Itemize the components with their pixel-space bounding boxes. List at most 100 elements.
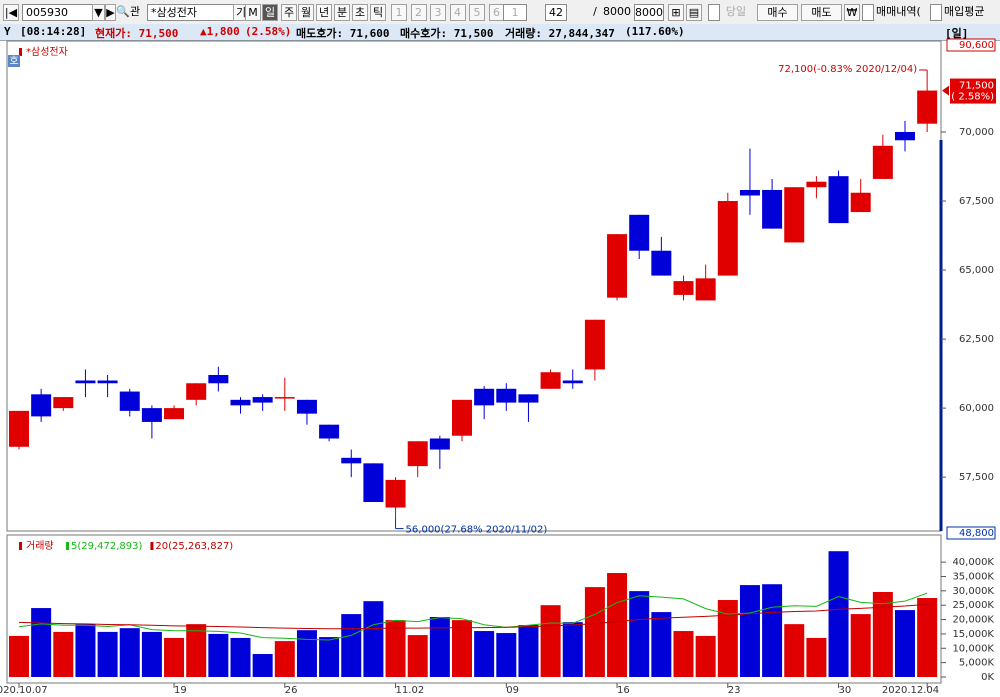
- candle-body: [673, 281, 694, 295]
- period-button[interactable]: 일: [262, 4, 278, 21]
- period-button[interactable]: 월: [298, 4, 314, 21]
- bid: 매수호가: 71,500: [400, 27, 494, 40]
- max-label: 8000: [603, 5, 631, 18]
- candle-body: [341, 457, 362, 464]
- candle-body: [584, 319, 605, 370]
- title-marker: [19, 48, 22, 56]
- candle-body: [518, 394, 539, 403]
- won-button[interactable]: ₩: [844, 4, 860, 21]
- number-button[interactable]: 1: [391, 4, 407, 21]
- volume-bar: [584, 587, 605, 677]
- period-button[interactable]: 틱: [370, 4, 386, 21]
- volume-bar: [651, 612, 672, 677]
- upper-box: [946, 38, 996, 52]
- volume-bar: [562, 622, 583, 677]
- checkbox[interactable]: [930, 4, 942, 21]
- search-icon[interactable]: 🔍: [116, 5, 130, 18]
- dropdown[interactable]: ▼: [92, 4, 105, 21]
- volume-bar: [607, 573, 628, 677]
- legend-marker: [66, 542, 69, 550]
- candle-body: [296, 399, 317, 414]
- y-tick-label: 25,000K: [952, 600, 994, 611]
- number-button[interactable]: 5: [469, 4, 485, 21]
- price: 현재가: 71,500: [95, 27, 179, 40]
- number-button[interactable]: 4: [449, 4, 466, 21]
- volume-bar: [296, 630, 317, 677]
- first-button[interactable]: |◀: [3, 4, 19, 21]
- search-label[interactable]: 관: [129, 5, 141, 18]
- volume-bar: [53, 631, 74, 677]
- volume-bar: [319, 637, 340, 677]
- y-tick-label: 5,000K: [959, 658, 995, 669]
- badge: 호: [9, 55, 18, 67]
- last-box: [950, 78, 996, 104]
- candle-body: [452, 399, 472, 436]
- candle-body: [496, 388, 517, 403]
- lower-box: [946, 526, 996, 540]
- candle-body: [474, 388, 495, 406]
- number-button[interactable]: 3: [430, 4, 446, 21]
- volume-title: 거래량: [26, 540, 54, 552]
- volume-bar: [97, 631, 118, 677]
- volume-bar: [717, 600, 738, 677]
- lower-label: 48,800: [959, 528, 994, 539]
- change-pct: (2.58%): [245, 25, 292, 38]
- period-button[interactable]: 초: [352, 4, 368, 21]
- volume-bar: [828, 551, 849, 677]
- buy-button[interactable]: 매수: [757, 4, 798, 21]
- number-box[interactable]: 1: [503, 4, 527, 21]
- period-button[interactable]: 년: [316, 4, 332, 21]
- candle-body: [385, 479, 406, 508]
- candle-body: [695, 278, 716, 301]
- number-button[interactable]: 2: [410, 4, 427, 21]
- y-tick-label: 70,000: [959, 127, 994, 138]
- max-input[interactable]: 8000: [634, 4, 664, 21]
- volume-bar: [274, 641, 295, 677]
- sell-button[interactable]: 매도: [801, 4, 842, 21]
- y-tick-label: 15,000K: [952, 629, 994, 640]
- y-tick-label: 20,000K: [952, 615, 994, 626]
- icon[interactable]: ⊞: [668, 4, 684, 21]
- candle-body: [319, 424, 340, 439]
- period-button[interactable]: 주: [281, 4, 297, 21]
- candle-body: [164, 408, 185, 420]
- x-tick-label: 19: [174, 685, 187, 696]
- period: [일]: [945, 27, 969, 40]
- checkbox[interactable]: [862, 4, 874, 21]
- candle-body: [739, 189, 760, 196]
- last-label: 71,500: [959, 81, 994, 92]
- y-tick-label: 40,000K: [952, 557, 994, 568]
- volume: 거래량: 27,844,347: [505, 27, 615, 40]
- count-input[interactable]: 42: [545, 4, 567, 21]
- checkbox[interactable]: [708, 4, 720, 21]
- badge-box: [8, 55, 20, 67]
- ask: 매도호가: 71,600: [296, 27, 390, 40]
- volume-bar: [429, 616, 450, 677]
- next[interactable]: ▶: [105, 4, 116, 21]
- y-tick-label: 67,500: [959, 196, 994, 207]
- candle-body: [208, 374, 229, 384]
- volume-bar: [739, 585, 760, 677]
- period-button[interactable]: 분: [334, 4, 350, 21]
- volume-bar: [208, 633, 229, 677]
- candle-body: [562, 380, 583, 384]
- candle-body: [31, 394, 52, 417]
- volume-bar: [252, 654, 273, 677]
- volume-bar: [518, 625, 539, 677]
- today-label: 당일: [725, 5, 747, 18]
- period-button[interactable]: M: [245, 4, 261, 21]
- volume-bar: [629, 591, 650, 677]
- icon[interactable]: ▤: [686, 4, 702, 21]
- candle-body: [75, 380, 96, 384]
- y-tick-label: 10,000K: [952, 643, 994, 654]
- candle-body: [828, 176, 849, 224]
- candle-body: [806, 181, 827, 188]
- volume-bar: [341, 614, 362, 677]
- x-tick-label: 2020.12.04: [882, 685, 939, 696]
- y-tick-label: 62,500: [959, 334, 994, 345]
- name-input[interactable]: *삼성전자: [147, 4, 234, 21]
- volume-bar: [119, 628, 140, 677]
- volume-bar: [784, 624, 805, 677]
- candle-body: [784, 187, 805, 243]
